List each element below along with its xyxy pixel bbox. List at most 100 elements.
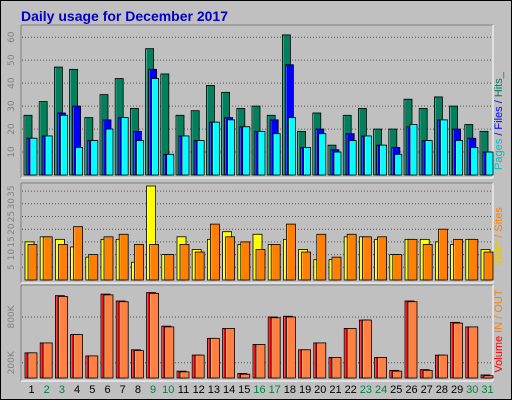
pages-bar <box>394 153 403 176</box>
pages-bar <box>135 140 144 176</box>
pages-bar <box>60 114 68 176</box>
visits-panel-tick-label: 30 <box>7 198 17 210</box>
volume-bar <box>407 301 418 379</box>
day-label: 7 <box>120 384 126 396</box>
volume-bar <box>316 342 327 379</box>
visits-panel-tick-label: 20 <box>7 223 17 235</box>
volume-bar <box>331 357 342 379</box>
pages-bar <box>120 117 129 176</box>
sites-bar <box>392 254 403 281</box>
hits-panel-tick-label: 10 <box>7 146 17 158</box>
day-label: 29 <box>451 384 463 396</box>
volume-bar <box>270 317 281 379</box>
pages-bar <box>287 117 296 176</box>
day-label: 19 <box>299 384 311 396</box>
hits-legend-label-part: / <box>493 97 505 106</box>
pages-bar <box>409 124 418 176</box>
day-label: 6 <box>104 384 110 396</box>
hits-panel-tick-label: 60 <box>7 31 17 43</box>
sites-bar <box>437 228 448 281</box>
sites-bar <box>331 256 342 281</box>
sites-bar <box>270 244 281 281</box>
day-label: 31 <box>481 384 493 396</box>
sites-bar <box>285 223 296 281</box>
pages-bar <box>272 133 281 176</box>
day-label: 24 <box>375 384 387 396</box>
hits-legend-label-part: _ <box>493 71 505 79</box>
sites-bar <box>225 236 236 281</box>
pages-bar <box>470 147 479 176</box>
day-label: 16 <box>253 384 265 396</box>
day-label: 27 <box>421 384 433 396</box>
day-label: 9 <box>150 384 156 396</box>
volume-bar <box>240 373 251 379</box>
visits-legend-label: Visits / Sites <box>493 207 505 267</box>
sites-bar <box>377 236 388 281</box>
sites-bar <box>346 233 357 281</box>
sites-bar <box>73 226 83 281</box>
volume-bar <box>42 342 53 379</box>
pages-bar <box>242 126 251 176</box>
volume-bar <box>88 355 99 379</box>
hits-legend-label-part: Hits <box>493 78 505 97</box>
sites-bar <box>42 236 53 281</box>
volume-bar <box>468 326 479 379</box>
sites-bar <box>133 244 144 281</box>
day-label: 30 <box>466 384 478 396</box>
hits-legend-label-part: Pages <box>493 138 505 170</box>
sites-bar <box>240 241 251 281</box>
day-label: 22 <box>345 384 357 396</box>
hits-legend-label: Pages / Files / Hits_ <box>493 71 505 170</box>
volume-legend-label-part: OUT <box>493 289 505 313</box>
sites-bar <box>58 244 68 281</box>
day-label: 18 <box>284 384 296 396</box>
volume-legend-label-part: Volume <box>493 336 505 373</box>
volume-bar <box>392 370 403 379</box>
hits-panel-tick-label: 20 <box>7 123 17 135</box>
pages-bar <box>257 130 266 176</box>
day-label: 15 <box>238 384 250 396</box>
pages-bar <box>439 119 448 176</box>
pages-bar <box>455 140 464 176</box>
pages-bar <box>166 153 175 176</box>
day-label: 28 <box>436 384 448 396</box>
pages-bar <box>424 140 433 176</box>
volume-bar <box>301 349 312 379</box>
pages-bar <box>485 151 494 176</box>
pages-bar <box>44 135 53 176</box>
pages-bar <box>318 133 327 176</box>
volume-bar <box>285 316 296 379</box>
sites-bar <box>118 233 129 281</box>
pages-bar <box>105 128 114 176</box>
sites-bar <box>149 244 160 281</box>
visits-panel-tick-label: 15 <box>7 236 17 247</box>
sites-bar <box>483 251 494 281</box>
volume-bar <box>118 301 129 379</box>
day-label: 11 <box>178 384 189 396</box>
sites-bar <box>103 236 114 281</box>
sites-bar <box>209 223 220 281</box>
volume-bar <box>103 294 114 379</box>
volume-legend-label: Volume IN / OUT <box>493 289 505 372</box>
visits-legend-label-part: Visits <box>493 240 505 267</box>
visits-panel-tick-label: 35 <box>7 185 17 196</box>
day-label: 17 <box>269 384 281 396</box>
pages-bar <box>90 140 99 176</box>
day-label: 23 <box>360 384 372 396</box>
day-label: 5 <box>89 384 95 396</box>
pages-bar <box>211 121 220 176</box>
visits-panel-tick-label: 5 <box>7 264 17 270</box>
pages-bar <box>196 140 205 176</box>
day-label: 13 <box>208 384 220 396</box>
sites-bar <box>27 244 38 281</box>
volume-bar <box>179 371 190 379</box>
pages-bar <box>363 135 372 176</box>
volume-bar <box>361 319 372 379</box>
volume-bar <box>453 322 464 379</box>
volume-bar <box>225 328 236 379</box>
day-label: 2 <box>44 384 50 396</box>
pages-bar <box>151 78 160 176</box>
pages-bar <box>75 147 83 176</box>
volume-bar <box>346 328 357 379</box>
